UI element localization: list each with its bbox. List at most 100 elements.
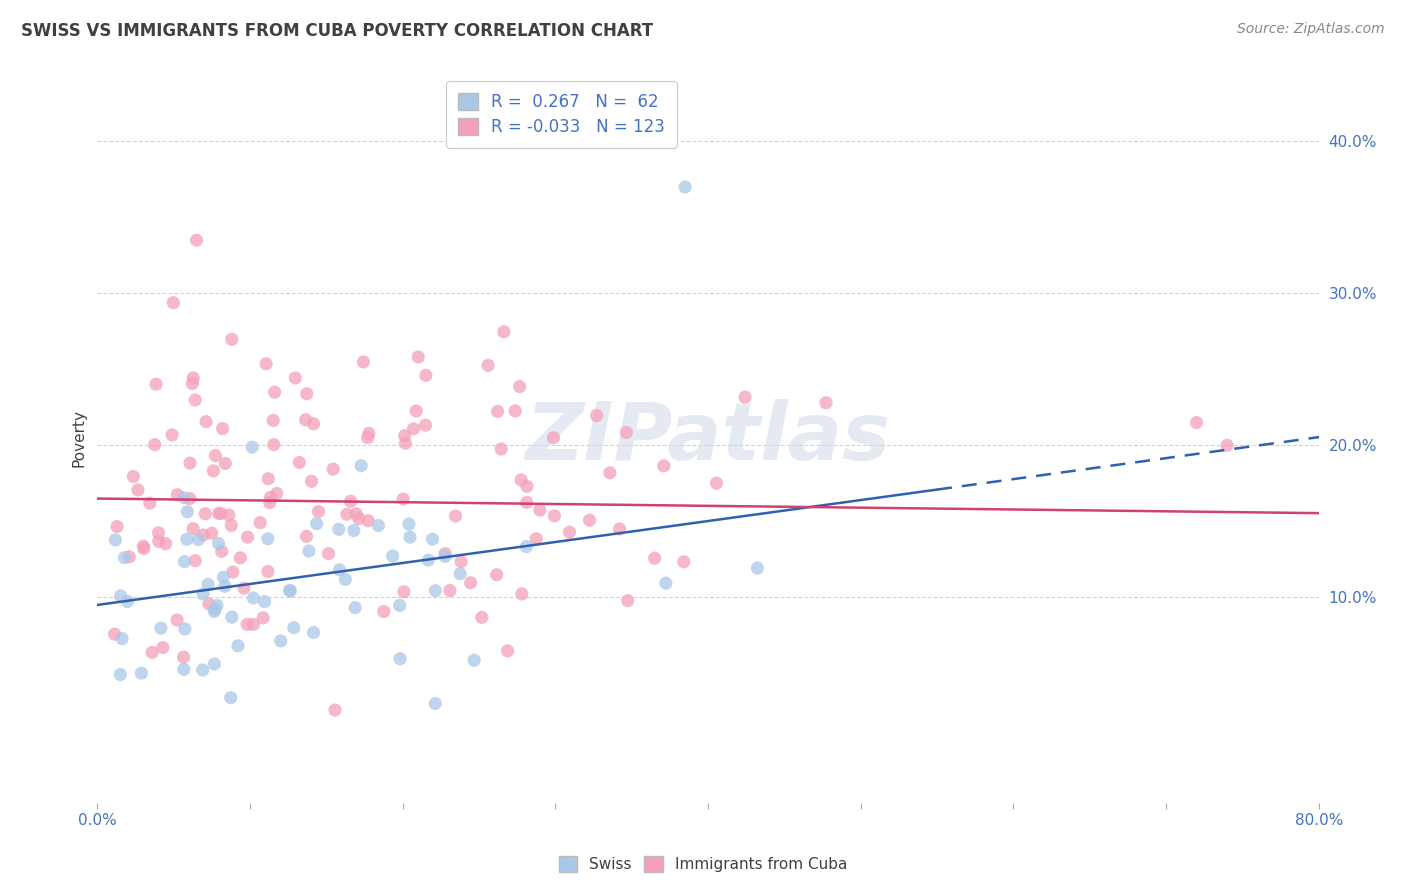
Point	[477, 359, 499, 373]
Point	[118, 549, 141, 564]
Point	[252, 611, 274, 625]
Point	[186, 233, 208, 247]
Point	[194, 507, 217, 521]
Point	[706, 476, 728, 491]
Point	[398, 517, 420, 532]
Point	[734, 390, 756, 404]
Point	[236, 617, 259, 632]
Point	[510, 473, 533, 487]
Point	[471, 610, 494, 624]
Point	[202, 604, 225, 618]
Point	[191, 587, 214, 601]
Point	[143, 815, 166, 830]
Point	[197, 577, 219, 591]
Point	[229, 550, 252, 565]
Point	[214, 579, 236, 593]
Point	[232, 581, 254, 595]
Point	[145, 377, 167, 392]
Point	[143, 438, 166, 452]
Point	[614, 425, 637, 440]
Point	[496, 644, 519, 658]
Point	[181, 522, 204, 536]
Point	[191, 663, 214, 677]
Point	[302, 625, 325, 640]
Point	[221, 332, 243, 346]
Point	[415, 368, 437, 383]
Point	[270, 634, 292, 648]
Point	[308, 505, 330, 519]
Point	[114, 550, 136, 565]
Point	[202, 464, 225, 478]
Point	[152, 640, 174, 655]
Point	[204, 657, 226, 671]
Point	[578, 513, 600, 527]
Point	[222, 565, 245, 579]
Point	[460, 575, 482, 590]
Point	[110, 667, 132, 681]
Point	[322, 462, 344, 476]
Point	[352, 355, 374, 369]
Point	[173, 622, 195, 636]
Point	[516, 479, 538, 493]
Point	[392, 584, 415, 599]
Point	[463, 653, 485, 667]
Point	[198, 597, 221, 611]
Point	[543, 431, 565, 445]
Point	[148, 534, 170, 549]
Point	[357, 426, 380, 441]
Point	[422, 532, 444, 546]
Text: ZIPatlas: ZIPatlas	[526, 399, 890, 476]
Point	[585, 409, 607, 423]
Point	[350, 458, 373, 473]
Point	[449, 566, 471, 581]
Point	[339, 494, 361, 508]
Point	[295, 529, 318, 543]
Point	[295, 386, 318, 401]
Point	[558, 525, 581, 540]
Point	[278, 583, 301, 598]
Point	[294, 413, 316, 427]
Point	[131, 666, 153, 681]
Point	[236, 530, 259, 544]
Point	[207, 536, 229, 550]
Point	[201, 526, 224, 541]
Point	[104, 533, 127, 547]
Point	[205, 599, 228, 613]
Point	[425, 697, 447, 711]
Point	[242, 617, 264, 632]
Point	[122, 469, 145, 483]
Legend: R =  0.267   N =  62, R = -0.033   N = 123: R = 0.267 N = 62, R = -0.033 N = 123	[446, 81, 676, 148]
Point	[492, 325, 515, 339]
Point	[1216, 438, 1239, 452]
Point	[747, 561, 769, 575]
Point	[444, 508, 467, 523]
Point	[434, 549, 457, 564]
Point	[259, 495, 281, 509]
Point	[399, 530, 422, 544]
Point	[302, 417, 325, 431]
Point	[1185, 416, 1208, 430]
Point	[253, 594, 276, 608]
Point	[381, 549, 404, 563]
Point	[418, 553, 440, 567]
Point	[814, 396, 837, 410]
Point	[259, 491, 281, 505]
Point	[266, 486, 288, 500]
Point	[284, 371, 307, 385]
Point	[187, 533, 209, 547]
Point	[357, 514, 380, 528]
Point	[392, 492, 415, 507]
Point	[406, 350, 429, 364]
Point	[155, 537, 177, 551]
Point	[328, 563, 350, 577]
Point	[179, 491, 201, 506]
Point	[335, 573, 357, 587]
Point	[489, 442, 512, 456]
Point	[509, 379, 531, 393]
Point	[644, 551, 666, 566]
Point	[305, 516, 328, 531]
Point	[218, 508, 240, 522]
Point	[510, 587, 533, 601]
Point	[176, 505, 198, 519]
Point	[184, 392, 207, 407]
